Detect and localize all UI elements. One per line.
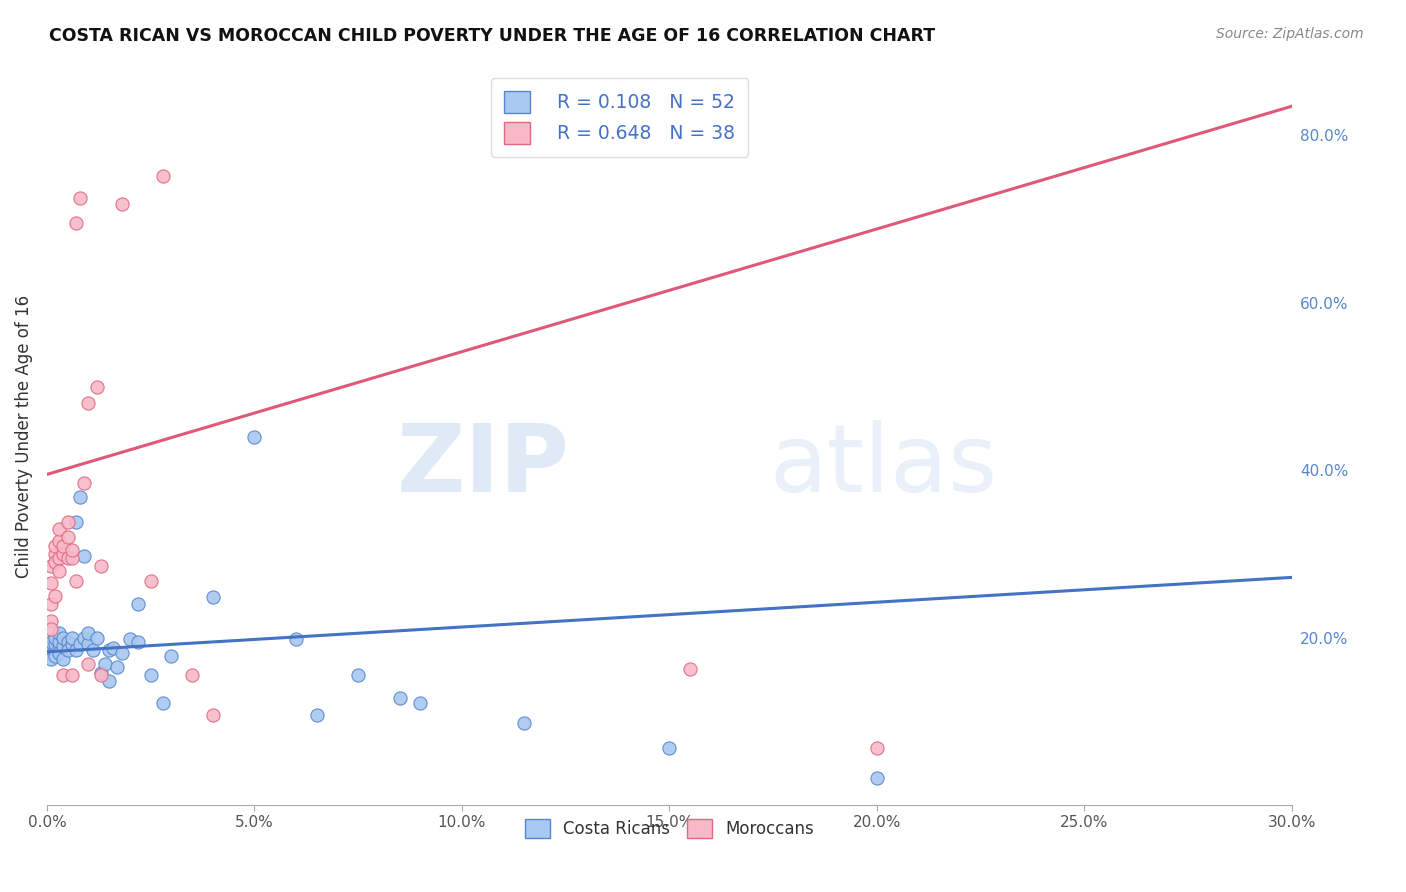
Point	[52, 639, 75, 653]
Text: Source: ZipAtlas.com: Source: ZipAtlas.com	[1216, 27, 1364, 41]
Point	[65, 643, 87, 657]
Point	[60, 542, 83, 557]
Point	[305, 707, 328, 722]
Point	[39, 622, 62, 636]
Point	[44, 643, 66, 657]
Point	[60, 631, 83, 645]
Point	[73, 549, 96, 563]
Point	[56, 635, 79, 649]
Point	[82, 643, 104, 657]
Point	[44, 539, 66, 553]
Point	[39, 559, 62, 574]
Point	[513, 716, 536, 731]
Point	[44, 589, 66, 603]
Point	[52, 547, 75, 561]
Point	[409, 696, 432, 710]
Point	[39, 651, 62, 665]
Point	[243, 430, 266, 444]
Point	[52, 539, 75, 553]
Point	[44, 547, 66, 561]
Point	[201, 707, 224, 722]
Point	[181, 668, 204, 682]
Point	[48, 564, 70, 578]
Point	[52, 651, 75, 665]
Point	[48, 640, 70, 655]
Point	[44, 631, 66, 645]
Point	[52, 668, 75, 682]
Point	[48, 522, 70, 536]
Point	[73, 475, 96, 490]
Point	[658, 741, 681, 756]
Point	[52, 631, 75, 645]
Point	[56, 530, 79, 544]
Point	[284, 632, 307, 647]
Point	[73, 631, 96, 645]
Point	[48, 626, 70, 640]
Text: ZIP: ZIP	[396, 420, 569, 512]
Point	[347, 668, 370, 682]
Point	[127, 597, 149, 611]
Point	[90, 559, 112, 574]
Point	[48, 551, 70, 566]
Point	[39, 635, 62, 649]
Point	[152, 696, 174, 710]
Point	[60, 637, 83, 651]
Point	[77, 657, 100, 672]
Point	[69, 637, 91, 651]
Point	[69, 191, 91, 205]
Point	[866, 741, 889, 756]
Point	[48, 635, 70, 649]
Point	[39, 648, 62, 662]
Text: COSTA RICAN VS MOROCCAN CHILD POVERTY UNDER THE AGE OF 16 CORRELATION CHART: COSTA RICAN VS MOROCCAN CHILD POVERTY UN…	[49, 27, 935, 45]
Point	[65, 216, 87, 230]
Point	[69, 490, 91, 504]
Point	[60, 551, 83, 566]
Point	[77, 626, 100, 640]
Point	[44, 555, 66, 569]
Point	[103, 640, 125, 655]
Point	[90, 665, 112, 680]
Point	[90, 668, 112, 682]
Legend: Costa Ricans, Moroccans: Costa Ricans, Moroccans	[519, 812, 821, 845]
Point	[139, 668, 162, 682]
Point	[86, 631, 108, 645]
Point	[77, 637, 100, 651]
Point	[139, 574, 162, 588]
Point	[107, 660, 129, 674]
Point	[44, 648, 66, 663]
Text: atlas: atlas	[769, 420, 997, 512]
Point	[48, 534, 70, 549]
Point	[160, 648, 183, 663]
Point	[110, 646, 132, 660]
Point	[94, 657, 117, 672]
Point	[98, 643, 121, 657]
Point	[60, 668, 83, 682]
Point	[65, 515, 87, 529]
Point	[118, 632, 141, 647]
Y-axis label: Child Poverty Under the Age of 16: Child Poverty Under the Age of 16	[15, 295, 32, 578]
Point	[56, 643, 79, 657]
Point	[127, 635, 149, 649]
Point	[388, 690, 411, 705]
Point	[110, 197, 132, 211]
Point	[39, 639, 62, 653]
Point	[48, 646, 70, 660]
Point	[86, 379, 108, 393]
Point	[679, 662, 702, 676]
Point	[65, 574, 87, 588]
Point	[56, 515, 79, 529]
Point	[39, 576, 62, 591]
Point	[98, 674, 121, 689]
Point	[201, 591, 224, 605]
Point	[866, 771, 889, 785]
Point	[56, 551, 79, 566]
Point	[77, 396, 100, 410]
Point	[44, 637, 66, 651]
Point	[39, 597, 62, 611]
Point	[152, 169, 174, 183]
Point	[39, 614, 62, 628]
